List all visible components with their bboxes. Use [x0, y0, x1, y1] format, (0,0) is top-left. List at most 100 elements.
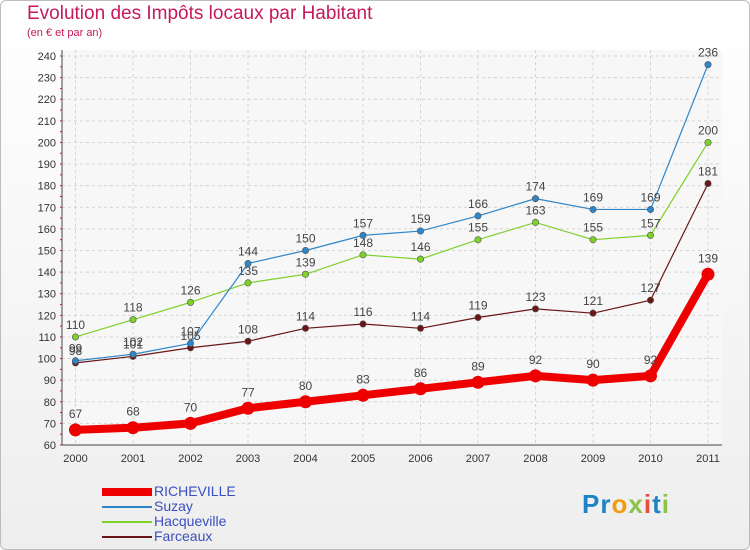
data-label: 90 [586, 357, 600, 371]
y-tick-label: 100 [38, 354, 56, 366]
legend-label: Farceaux [154, 528, 213, 544]
x-tick-label: 2010 [638, 453, 662, 465]
data-point [589, 309, 597, 317]
legend-swatch [102, 521, 152, 523]
data-label: 114 [296, 309, 315, 323]
data-label: 105 [180, 329, 200, 343]
y-tick-label: 130 [38, 289, 56, 301]
data-point [184, 416, 197, 430]
data-label: 139 [295, 255, 315, 269]
logo-letter: x [628, 489, 644, 519]
x-tick-label: 2006 [408, 453, 432, 465]
plot-area [62, 50, 722, 445]
data-label: 67 [69, 407, 83, 421]
data-label: 159 [410, 212, 430, 226]
x-tick-label: 2009 [581, 453, 605, 465]
data-label: 98 [69, 344, 83, 358]
y-tick-label: 70 [44, 418, 56, 430]
data-label: 169 [583, 190, 603, 204]
y-tick-label: 120 [38, 310, 56, 322]
data-point [359, 231, 367, 239]
data-label: 83 [356, 372, 370, 386]
legend-swatch [102, 506, 152, 508]
legend-item-suzay: Suzay [102, 498, 262, 514]
legend-label: RICHEVILLE [154, 483, 236, 499]
x-tick-label: 2002 [178, 453, 202, 465]
chart-subtitle: (en € et par an) [27, 27, 103, 39]
y-tick-label: 180 [38, 181, 56, 193]
logo-letter: r [600, 489, 612, 519]
data-point [531, 218, 539, 226]
data-label: 139 [698, 251, 718, 265]
data-label: 155 [468, 221, 488, 235]
legend-swatch [102, 488, 152, 496]
data-point [646, 296, 654, 304]
series-line-richeville [71, 270, 712, 434]
data-label: 116 [353, 305, 372, 319]
y-tick-label: 160 [38, 224, 56, 236]
data-label: 135 [238, 264, 258, 278]
logo-letter: i [643, 489, 653, 519]
data-point [589, 236, 597, 244]
legend-label: Suzay [154, 498, 193, 514]
x-tick-label: 2003 [236, 453, 260, 465]
data-point [187, 339, 195, 347]
logo-letter: o [611, 489, 629, 519]
data-label: 157 [640, 216, 660, 230]
y-tick-label: 80 [44, 397, 56, 409]
data-label: 166 [468, 197, 488, 211]
data-point [529, 369, 542, 383]
data-label: 102 [123, 335, 143, 349]
data-point [187, 298, 195, 306]
y-tick-label: 220 [38, 94, 56, 106]
data-label: 107 [180, 324, 200, 338]
series-line-farceaux [74, 182, 709, 364]
data-point [129, 316, 137, 324]
data-label: 174 [525, 180, 545, 194]
data-point [301, 270, 309, 278]
data-label: 70 [184, 400, 198, 414]
proxiti-logo: Proxiti [582, 489, 670, 520]
data-label: 127 [640, 281, 660, 295]
series-line-hacqueville [74, 141, 709, 338]
data-point [416, 255, 424, 263]
data-label: 200 [698, 123, 718, 137]
data-point [72, 357, 80, 365]
legend-item-richeville: RICHEVILLE [102, 483, 262, 499]
data-label: 181 [698, 165, 718, 179]
y-tick-label: 60 [44, 440, 56, 452]
data-point [356, 388, 370, 402]
data-label: 110 [66, 318, 85, 332]
data-label: 126 [180, 283, 200, 297]
data-label: 144 [238, 244, 258, 258]
data-label: 163 [525, 203, 545, 217]
data-label: 157 [353, 216, 373, 230]
y-tick-label: 90 [44, 375, 56, 387]
data-point [244, 259, 252, 267]
data-label: 236 [698, 46, 718, 60]
data-label: 108 [238, 322, 258, 336]
data-point [359, 320, 367, 328]
data-point [471, 375, 485, 389]
data-label: 77 [241, 385, 255, 399]
data-point [701, 267, 715, 281]
x-tick-label: 2005 [351, 453, 375, 465]
logo-letter: i [661, 489, 670, 519]
y-tick-label: 170 [38, 202, 56, 214]
data-point [704, 180, 712, 188]
data-point [646, 205, 654, 213]
legend-label: Hacqueville [154, 513, 227, 529]
data-label: 92 [644, 353, 658, 367]
y-tick-label: 230 [38, 73, 56, 85]
x-tick-label: 2011 [696, 453, 720, 465]
data-point [704, 61, 712, 69]
data-label: 146 [410, 240, 430, 254]
data-label: 68 [126, 405, 140, 419]
data-point [416, 227, 424, 235]
legend-item-hacqueville: Hacqueville [102, 513, 262, 529]
y-tick-label: 140 [38, 267, 56, 279]
data-point [416, 324, 424, 332]
data-label: 150 [295, 232, 315, 246]
data-point [646, 231, 654, 239]
